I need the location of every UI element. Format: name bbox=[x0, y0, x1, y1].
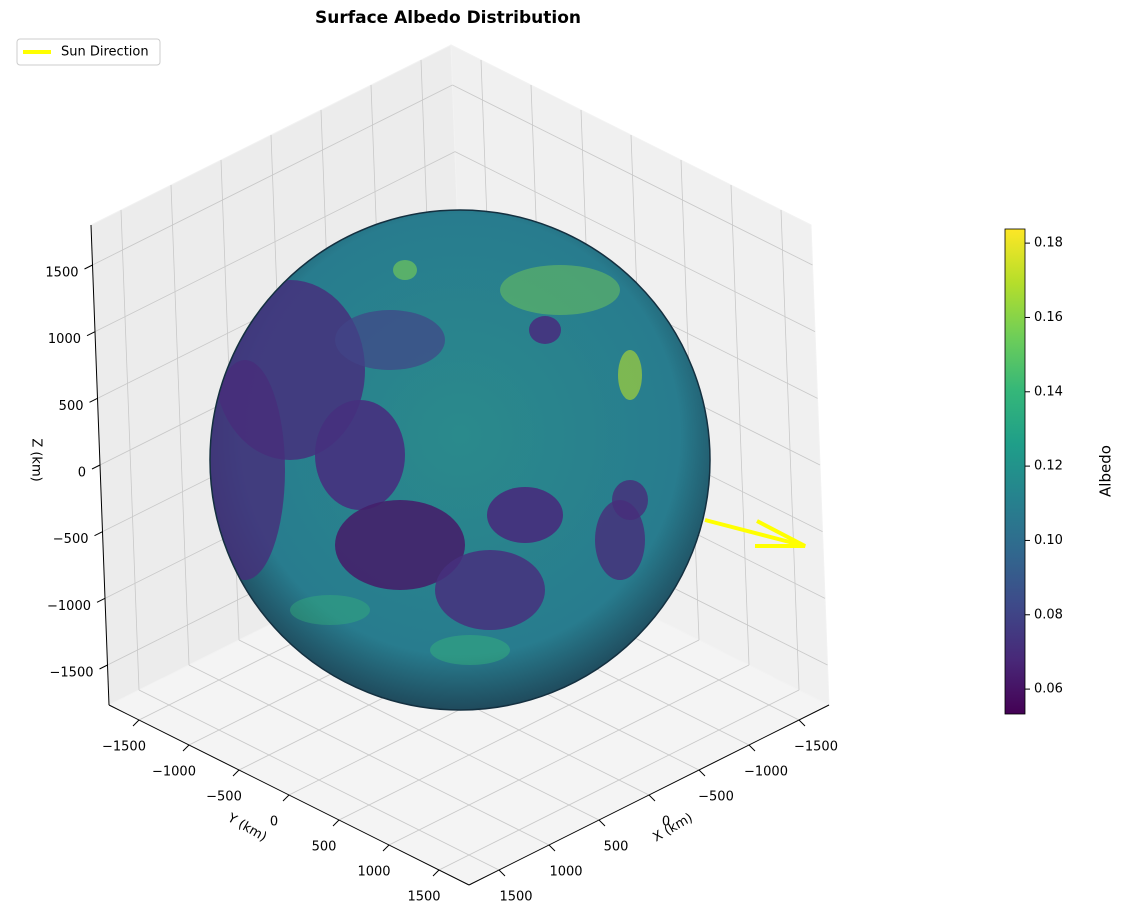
axis-line bbox=[468, 704, 830, 886]
tick-mark bbox=[548, 844, 556, 852]
tick-mark bbox=[99, 664, 108, 670]
sun-arrow-shaft bbox=[704, 518, 806, 548]
highland bbox=[500, 265, 620, 315]
colorbar: Albedo 0.06 0.08 0.10 0.12 0.14 0.16 0.18 bbox=[1004, 228, 1115, 715]
mare bbox=[529, 316, 561, 344]
sun-direction-arrow bbox=[704, 518, 806, 548]
tick-mark bbox=[94, 531, 103, 537]
y-tick-label: −1000 bbox=[152, 765, 196, 780]
x-tick-label: −1500 bbox=[794, 740, 838, 755]
colorbar-tick-label: 0.16 bbox=[1034, 310, 1063, 325]
x-tick-label: 1500 bbox=[499, 890, 532, 905]
grid-line bbox=[454, 151, 816, 333]
mare bbox=[487, 487, 563, 543]
z-tick-label: 1000 bbox=[48, 332, 81, 347]
axis-line bbox=[108, 704, 470, 886]
mare bbox=[210, 360, 285, 580]
z-tick-label: 1500 bbox=[45, 266, 78, 281]
mare bbox=[612, 480, 648, 520]
tick-mark bbox=[91, 464, 101, 470]
tick-mark bbox=[89, 397, 98, 403]
chart-title: Surface Albedo Distribution bbox=[315, 8, 581, 28]
y-tick-label: 500 bbox=[312, 840, 337, 855]
sphere-rim bbox=[209, 209, 711, 711]
z-tick-label: −1500 bbox=[50, 666, 94, 681]
tick-mark bbox=[182, 744, 190, 752]
z-tick-label: −500 bbox=[53, 532, 89, 547]
tick-mark bbox=[698, 769, 706, 777]
mare bbox=[335, 500, 465, 590]
highland bbox=[290, 595, 370, 625]
z-axis-label: Z (km) bbox=[29, 438, 44, 481]
colorbar-tick-label: 0.18 bbox=[1034, 236, 1063, 251]
tick-mark bbox=[498, 869, 506, 877]
grid-line bbox=[438, 689, 800, 871]
mare bbox=[595, 500, 645, 580]
colorbar-tick-label: 0.12 bbox=[1034, 459, 1063, 474]
x-tick-label: −1000 bbox=[744, 765, 788, 780]
x-tick-label: 500 bbox=[604, 840, 629, 855]
legend-box bbox=[16, 38, 161, 66]
legend-label: Sun Direction bbox=[61, 45, 149, 60]
grid-line bbox=[388, 664, 750, 846]
z-tick-label: 0 bbox=[78, 466, 86, 481]
tick-mark bbox=[432, 869, 440, 877]
moon-sphere bbox=[209, 209, 711, 711]
sun-arrow-head bbox=[755, 519, 806, 548]
highland bbox=[430, 635, 510, 665]
mare bbox=[315, 400, 405, 510]
x-tick-label: 0 bbox=[662, 815, 670, 830]
y-tick-label: −1500 bbox=[102, 740, 146, 755]
mare bbox=[335, 310, 445, 370]
tick-mark bbox=[648, 794, 656, 802]
z-tick-label: −1000 bbox=[47, 599, 91, 614]
y-tick-label: −500 bbox=[206, 790, 242, 805]
colorbar-label: Albedo bbox=[1097, 445, 1115, 497]
tick-mark bbox=[798, 719, 806, 727]
y-axis-label: Y (km) bbox=[224, 810, 269, 845]
albedo-patches bbox=[210, 260, 648, 665]
x-tick-label: 1000 bbox=[549, 865, 582, 880]
tick-mark bbox=[382, 844, 390, 852]
y-tick-label: 1000 bbox=[357, 865, 390, 880]
grid-line bbox=[94, 151, 456, 333]
z-tick-label: 500 bbox=[59, 399, 84, 414]
tick-mark bbox=[748, 744, 756, 752]
grid-line bbox=[338, 639, 700, 821]
colorbar-tick-label: 0.14 bbox=[1034, 384, 1063, 399]
tick-mark bbox=[96, 597, 106, 603]
colorbar-gradient bbox=[1004, 228, 1026, 715]
colorbar-tick-label: 0.08 bbox=[1034, 607, 1063, 622]
tick-mark bbox=[132, 719, 140, 727]
x-tick-label: −500 bbox=[698, 790, 734, 805]
grid-line bbox=[452, 84, 813, 266]
mare bbox=[435, 550, 545, 630]
y-tick-label: 0 bbox=[270, 815, 278, 830]
axis-line bbox=[90, 224, 110, 706]
y-tick-label: 1500 bbox=[407, 890, 440, 905]
highland bbox=[618, 350, 642, 400]
tick-mark bbox=[86, 331, 96, 337]
tick-mark bbox=[232, 769, 240, 777]
colorbar-tick-label: 0.10 bbox=[1034, 533, 1063, 548]
x-axis-label: X (km) bbox=[650, 811, 695, 846]
highland bbox=[393, 260, 417, 280]
tick-mark bbox=[598, 819, 606, 827]
colorbar-tick-label: 0.06 bbox=[1034, 682, 1063, 697]
legend: Sun Direction bbox=[16, 38, 161, 66]
tick-mark bbox=[282, 794, 290, 802]
tick-mark bbox=[332, 819, 340, 827]
grid-line bbox=[92, 84, 453, 266]
tick-mark bbox=[84, 264, 93, 270]
